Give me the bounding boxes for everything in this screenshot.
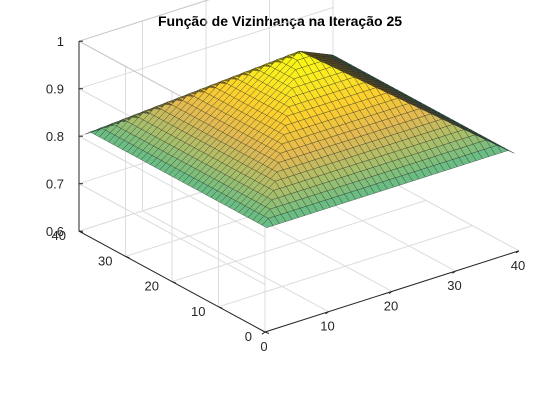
x-tick-label-2: 20 xyxy=(384,298,398,313)
x-tick-label-4: 40 xyxy=(511,258,525,273)
y-tick-label-3: 30 xyxy=(98,253,112,268)
gridline-x-floor-1 xyxy=(143,211,329,312)
x-tick-label-3: 30 xyxy=(447,278,461,293)
y-tick-3 xyxy=(126,256,130,258)
y-tick-1 xyxy=(219,307,223,309)
y-tick-label-2: 20 xyxy=(145,279,159,294)
z-tick-label-0: 0.6 xyxy=(46,224,64,239)
chart-title: Função de Vizinhança na Iteração 25 xyxy=(158,13,402,29)
surface-mesh xyxy=(85,51,514,228)
x-tick-label-0: 0 xyxy=(260,339,267,354)
z-tick-label-3: 0.9 xyxy=(46,82,64,97)
z-tick-label-2: 0.8 xyxy=(46,129,64,144)
y-tick-2 xyxy=(172,282,176,284)
z-tick-label-4: 1 xyxy=(57,34,64,49)
x-tick-label-1: 10 xyxy=(320,319,334,334)
z-tick-label-1: 0.7 xyxy=(46,177,64,192)
y-tick-label-0: 0 xyxy=(245,329,252,344)
y-tick-label-1: 10 xyxy=(191,304,205,319)
y-tick-0 xyxy=(265,332,269,334)
x-tick-0 xyxy=(262,332,265,334)
